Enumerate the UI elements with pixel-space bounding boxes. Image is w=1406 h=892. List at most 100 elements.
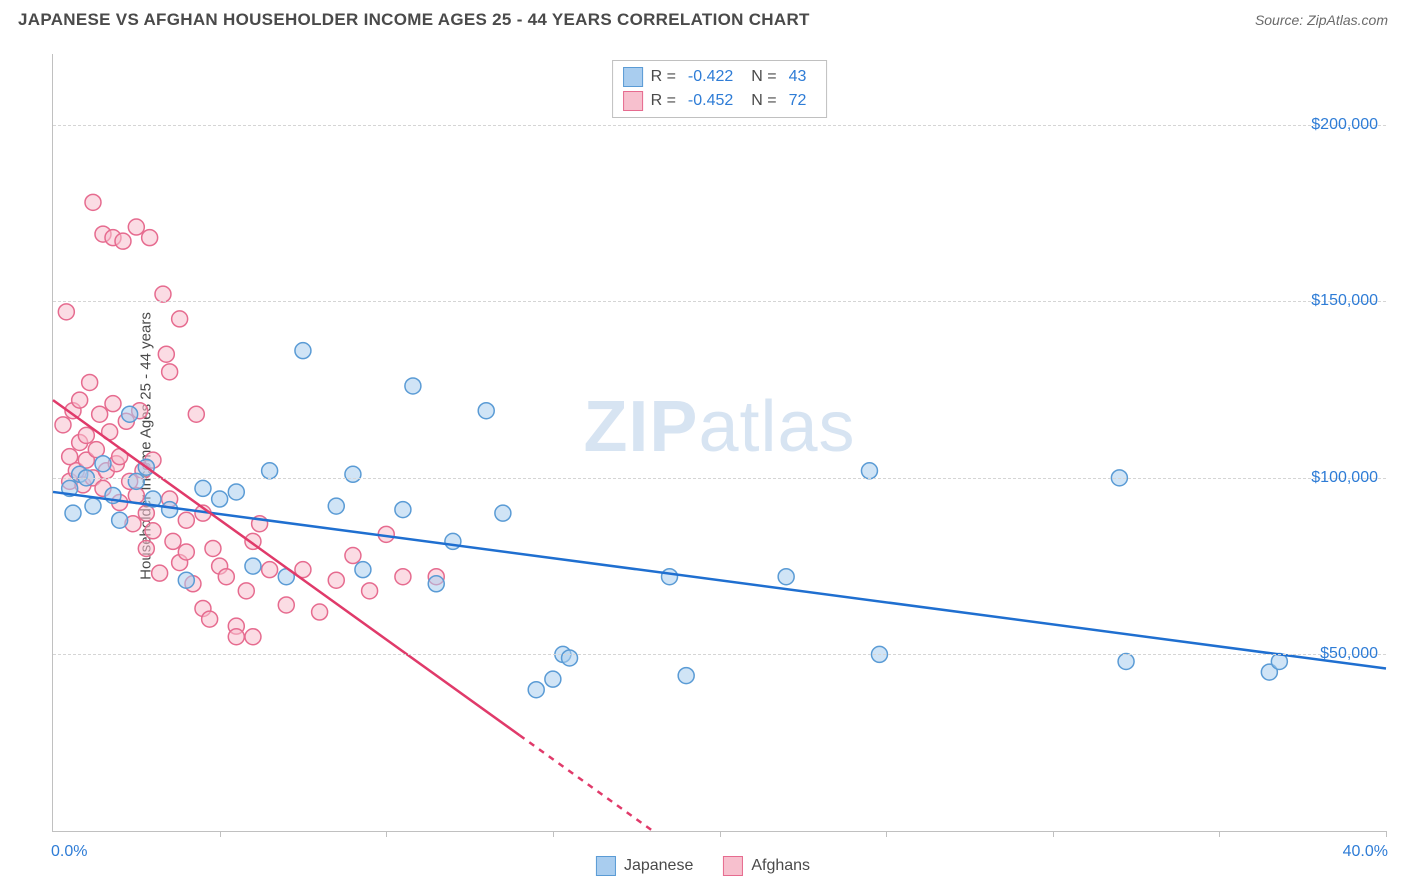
data-point-afghans [262,562,278,578]
data-point-japanese [345,466,361,482]
x-tick [386,831,387,837]
data-point-afghans [205,540,221,556]
r-value-japanese: -0.422 [688,68,733,86]
data-point-japanese [545,671,561,687]
data-point-japanese [295,343,311,359]
legend-row-japanese: R = -0.422 N = 43 [623,65,817,89]
n-label: N = [751,92,776,110]
legend-series: Japanese Afghans [596,856,810,876]
legend-label-japanese: Japanese [624,857,693,875]
y-tick-label: $150,000 [1311,292,1378,310]
data-point-japanese [405,378,421,394]
data-point-japanese [445,533,461,549]
chart-header: JAPANESE VS AFGHAN HOUSEHOLDER INCOME AG… [0,0,1406,38]
data-point-afghans [172,311,188,327]
x-tick [886,831,887,837]
data-point-japanese [478,403,494,419]
data-point-japanese [65,505,81,521]
legend-item-japanese: Japanese [596,856,693,876]
data-point-afghans [228,629,244,645]
chart-source: Source: ZipAtlas.com [1255,12,1388,28]
r-label: R = [651,92,676,110]
scatter-svg [53,54,1386,831]
x-tick [720,831,721,837]
data-point-japanese [528,682,544,698]
legend-label-afghans: Afghans [751,857,810,875]
data-point-afghans [178,544,194,560]
legend-correlation-box: R = -0.422 N = 43 R = -0.452 N = 72 [612,60,828,118]
data-point-japanese [262,463,278,479]
data-point-afghans [278,597,294,613]
chart-title: JAPANESE VS AFGHAN HOUSEHOLDER INCOME AG… [18,10,810,30]
data-point-afghans [328,572,344,588]
x-tick [1219,831,1220,837]
data-point-afghans [92,406,108,422]
data-point-afghans [188,406,204,422]
data-point-japanese [162,502,178,518]
gridline [53,301,1386,302]
gridline [53,654,1386,655]
data-point-afghans [145,523,161,539]
data-point-afghans [395,569,411,585]
data-point-afghans [58,304,74,320]
swatch-japanese-bottom [596,856,616,876]
data-point-afghans [85,194,101,210]
data-point-japanese [245,558,261,574]
data-point-japanese [122,406,138,422]
x-tick [553,831,554,837]
data-point-afghans [345,548,361,564]
data-point-afghans [128,219,144,235]
trend-line-dashed-afghans [520,735,653,831]
data-point-afghans [82,374,98,390]
data-point-japanese [1118,653,1134,669]
data-point-afghans [245,629,261,645]
n-value-afghans: 72 [789,92,807,110]
data-point-japanese [495,505,511,521]
x-tick [220,831,221,837]
x-tick [1386,831,1387,837]
data-point-afghans [72,392,88,408]
data-point-japanese [112,512,128,528]
data-point-afghans [138,540,154,556]
data-point-afghans [165,533,181,549]
gridline [53,478,1386,479]
r-label: R = [651,68,676,86]
data-point-japanese [85,498,101,514]
data-point-afghans [312,604,328,620]
data-point-afghans [142,230,158,246]
data-point-japanese [861,463,877,479]
data-point-afghans [362,583,378,599]
data-point-afghans [55,417,71,433]
legend-row-afghans: R = -0.452 N = 72 [623,89,817,113]
y-tick-label: $200,000 [1311,116,1378,134]
data-point-afghans [105,396,121,412]
data-point-japanese [95,456,111,472]
swatch-afghans [623,91,643,111]
data-point-afghans [158,346,174,362]
chart-plot-area: ZIPatlas R = -0.422 N = 43 R = -0.452 N … [52,54,1386,832]
gridline [53,125,1386,126]
data-point-japanese [678,668,694,684]
data-point-japanese [395,502,411,518]
data-point-japanese [195,480,211,496]
n-value-japanese: 43 [789,68,807,86]
y-tick-label: $100,000 [1311,469,1378,487]
data-point-japanese [662,569,678,585]
data-point-afghans [78,427,94,443]
trend-line-afghans [53,400,520,735]
data-point-afghans [202,611,218,627]
data-point-japanese [778,569,794,585]
data-point-japanese [428,576,444,592]
data-point-afghans [155,286,171,302]
data-point-japanese [355,562,371,578]
y-tick-label: $50,000 [1320,645,1378,663]
data-point-japanese [328,498,344,514]
r-value-afghans: -0.452 [688,92,733,110]
data-point-japanese [562,650,578,666]
x-tick [1053,831,1054,837]
x-axis-start-label: 0.0% [51,843,87,861]
swatch-japanese [623,67,643,87]
data-point-afghans [115,233,131,249]
data-point-afghans [162,364,178,380]
data-point-afghans [178,512,194,528]
